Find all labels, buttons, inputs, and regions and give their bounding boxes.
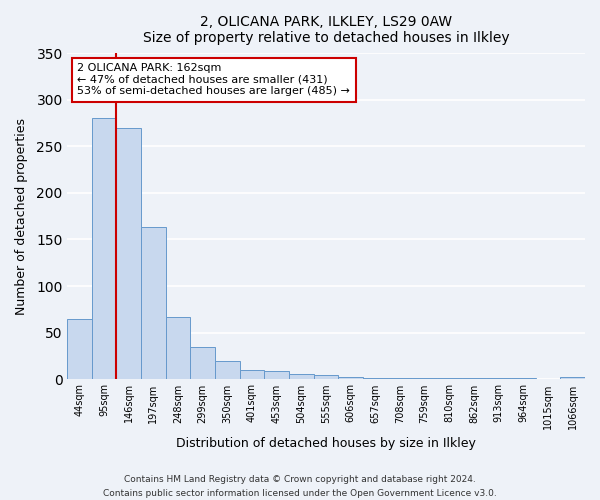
- Bar: [412, 378, 437, 379]
- Bar: [215, 360, 239, 379]
- Y-axis label: Number of detached properties: Number of detached properties: [15, 118, 28, 314]
- Bar: [314, 376, 338, 379]
- Title: 2, OLICANA PARK, ILKLEY, LS29 0AW
Size of property relative to detached houses i: 2, OLICANA PARK, ILKLEY, LS29 0AW Size o…: [143, 15, 509, 45]
- Bar: [141, 228, 166, 379]
- X-axis label: Distribution of detached houses by size in Ilkley: Distribution of detached houses by size …: [176, 437, 476, 450]
- Text: Contains HM Land Registry data © Crown copyright and database right 2024.
Contai: Contains HM Land Registry data © Crown c…: [103, 476, 497, 498]
- Bar: [388, 378, 412, 379]
- Bar: [487, 378, 511, 379]
- Bar: [338, 378, 363, 379]
- Bar: [264, 370, 289, 379]
- Bar: [560, 378, 585, 379]
- Bar: [116, 128, 141, 379]
- Bar: [239, 370, 264, 379]
- Bar: [461, 378, 487, 379]
- Bar: [166, 317, 190, 379]
- Bar: [92, 118, 116, 379]
- Bar: [289, 374, 314, 379]
- Bar: [511, 378, 536, 379]
- Text: 2 OLICANA PARK: 162sqm
← 47% of detached houses are smaller (431)
53% of semi-de: 2 OLICANA PARK: 162sqm ← 47% of detached…: [77, 63, 350, 96]
- Bar: [190, 348, 215, 379]
- Bar: [67, 318, 92, 379]
- Bar: [363, 378, 388, 379]
- Bar: [437, 378, 461, 379]
